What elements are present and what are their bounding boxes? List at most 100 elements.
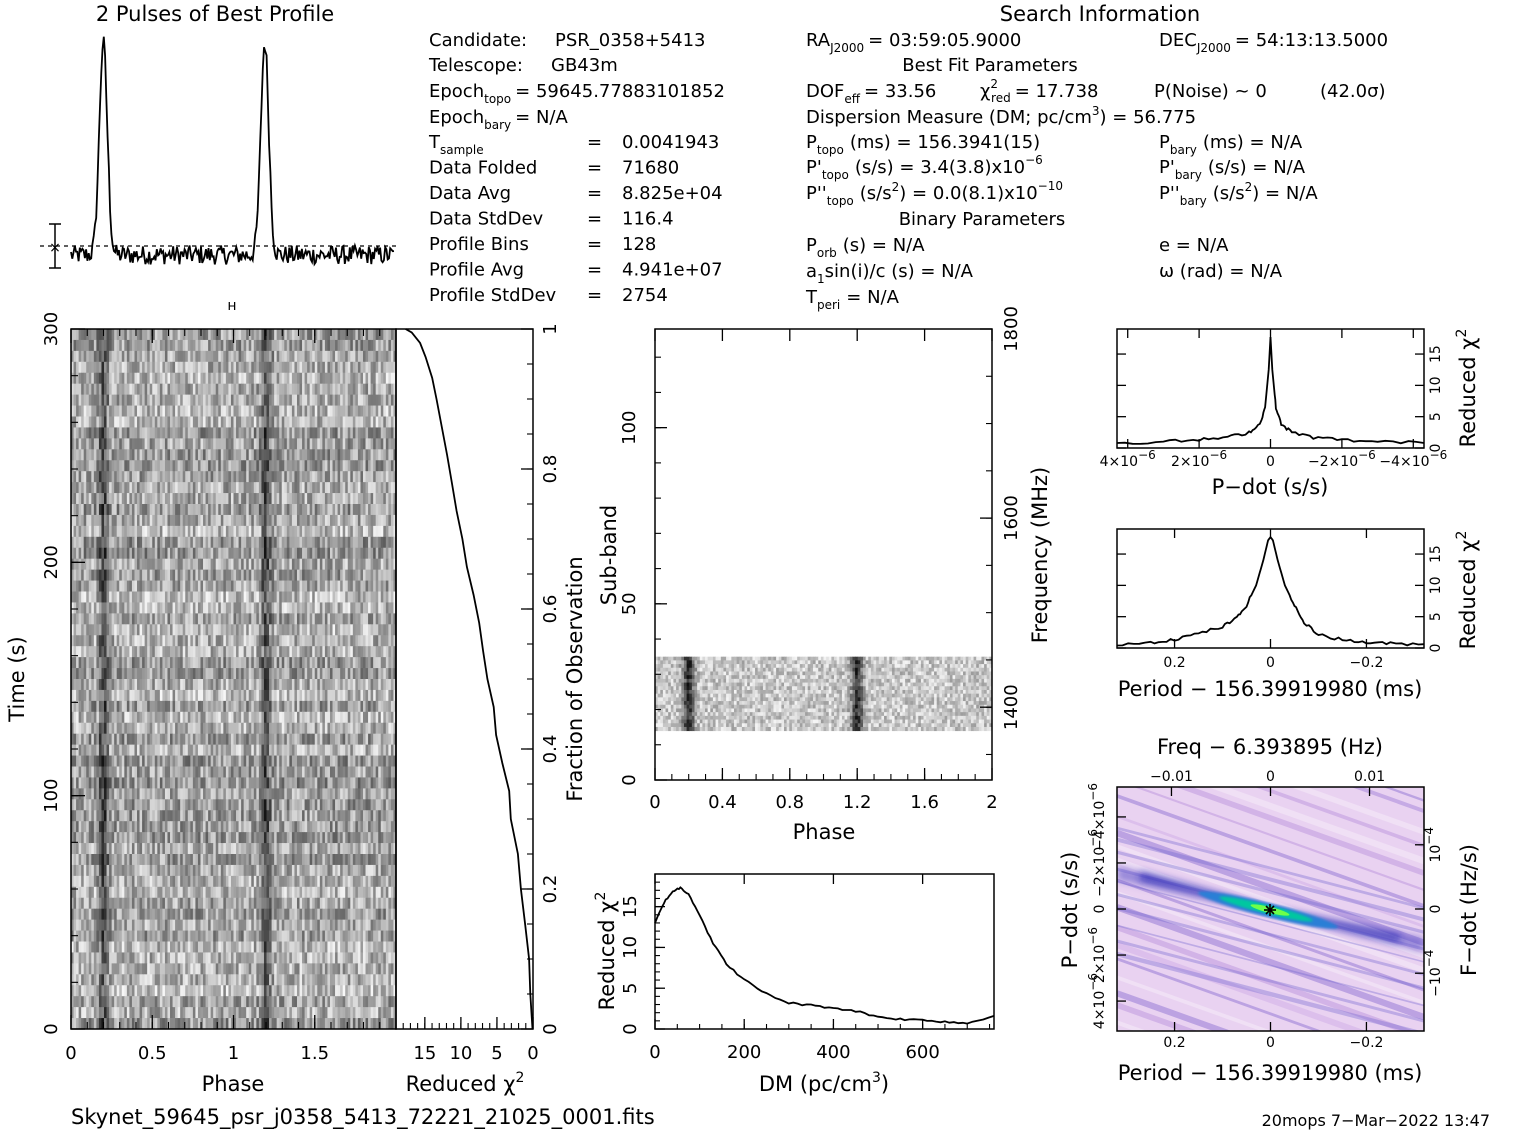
time-phase-cell xyxy=(345,657,349,669)
time-phase-cell xyxy=(142,394,146,406)
time-phase-cell xyxy=(195,438,199,450)
time-phase-cell xyxy=(269,394,272,406)
time-phase-cell xyxy=(164,482,168,494)
time-phase-cell xyxy=(86,383,90,396)
time-phase-cell xyxy=(225,482,229,494)
time-phase-cell xyxy=(215,383,219,396)
time-phase-cell xyxy=(177,679,181,691)
time-phase-cell xyxy=(370,700,374,713)
time-phase-cell xyxy=(307,493,311,505)
time-phase-cell xyxy=(71,679,74,691)
time-phase-cell xyxy=(200,624,204,636)
time-phase-cell xyxy=(157,679,161,691)
time-phase-cell xyxy=(309,416,313,428)
time-phase-cell xyxy=(388,504,392,516)
time-phase-cell xyxy=(355,405,359,417)
time-phase-cell xyxy=(195,525,199,538)
time-phase-cell xyxy=(170,536,173,549)
time-phase-cell xyxy=(88,602,92,614)
time-phase-cell xyxy=(182,733,186,746)
time-phase-cell xyxy=(261,700,265,713)
time-phase-cell xyxy=(296,504,300,516)
time-phase-cell xyxy=(200,689,204,702)
stat-label-0: Tsample xyxy=(428,132,484,157)
time-phase-cell xyxy=(243,689,247,702)
time-phase-cell xyxy=(139,602,143,614)
time-phase-cell xyxy=(81,350,85,363)
time-phase-cell xyxy=(187,689,191,702)
time-phase-cell xyxy=(91,591,95,603)
time-phase-cell xyxy=(98,405,102,417)
time-phase-cell xyxy=(157,547,161,560)
time-phase-cell xyxy=(258,482,262,494)
time-phase-cell xyxy=(205,350,209,363)
time-phase-cell xyxy=(327,427,331,439)
time-phase-cell xyxy=(299,350,303,363)
time-phase-cell xyxy=(383,350,387,363)
time-phase-cell xyxy=(370,372,374,385)
time-phase-cell xyxy=(335,635,338,647)
time-phase-cell xyxy=(263,449,267,461)
time-phase-cell xyxy=(302,591,305,603)
time-phase-cell xyxy=(388,711,392,724)
time-phase-cell xyxy=(195,569,199,581)
time-phase-cell xyxy=(388,536,392,549)
time-phase-cell xyxy=(383,471,387,483)
time-phase-cell xyxy=(238,525,242,538)
time-phase-cell xyxy=(121,635,125,647)
time-phase-cell xyxy=(104,646,107,658)
time-phase-cell xyxy=(137,394,140,406)
time-phase-cell xyxy=(190,635,194,647)
time-phase-cell xyxy=(101,525,105,538)
time-phase-cell xyxy=(131,482,135,494)
time-phase-cell xyxy=(362,405,366,417)
time-phase-cell xyxy=(200,471,204,483)
time-phase-cell xyxy=(274,383,278,396)
time-phase-cell xyxy=(383,427,387,439)
time-phase-cell xyxy=(324,471,328,483)
time-phase-cell xyxy=(324,602,328,614)
time-phase-cell xyxy=(91,536,95,549)
time-phase-cell xyxy=(149,591,153,603)
time-phase-cell xyxy=(274,329,278,341)
time-phase-cell xyxy=(109,339,113,352)
time-phase-cell xyxy=(276,569,280,581)
time-phase-cell xyxy=(203,394,206,406)
time-phase-cell xyxy=(322,460,326,472)
time-phase-cell xyxy=(294,635,298,647)
time-phase-cell xyxy=(335,493,338,505)
time-phase-cell xyxy=(215,482,219,494)
epoch-bary-sub: bary xyxy=(484,118,511,132)
time-phase-cell xyxy=(271,329,275,341)
time-phase-cell xyxy=(78,733,82,746)
time-phase-cell xyxy=(314,569,318,581)
time-phase-cell xyxy=(319,339,323,352)
time-phase-cell xyxy=(324,668,328,680)
time-phase-cell xyxy=(368,733,372,746)
time-phase-cell xyxy=(357,394,361,406)
time-phase-cell xyxy=(124,372,128,385)
time-phase-cell xyxy=(269,460,272,472)
time-phase-cell xyxy=(203,711,206,724)
time-phase-cell xyxy=(177,405,181,417)
time-phase-cell xyxy=(322,471,326,483)
time-phase-cell xyxy=(383,482,387,494)
time-phase-cell xyxy=(291,591,295,603)
time-phase-cell xyxy=(215,700,219,713)
time-phase-cell xyxy=(329,361,333,374)
time-phase-cell xyxy=(324,547,328,560)
time-phase-cell xyxy=(71,722,74,735)
time-phase-cell xyxy=(312,635,316,647)
time-phase-cell xyxy=(139,493,143,505)
time-phase-cell xyxy=(157,372,161,385)
time-phase-cell xyxy=(230,569,234,581)
time-phase-cell xyxy=(281,635,285,647)
time-phase-cell xyxy=(291,449,295,461)
time-phase-cell xyxy=(286,460,290,472)
time-phase-cell xyxy=(350,591,354,603)
time-phase-cell xyxy=(373,558,377,571)
time-phase-cell xyxy=(203,514,206,527)
time-phase-cell xyxy=(170,657,173,669)
time-phase-cell xyxy=(175,361,179,374)
time-phase-cell xyxy=(139,558,143,571)
